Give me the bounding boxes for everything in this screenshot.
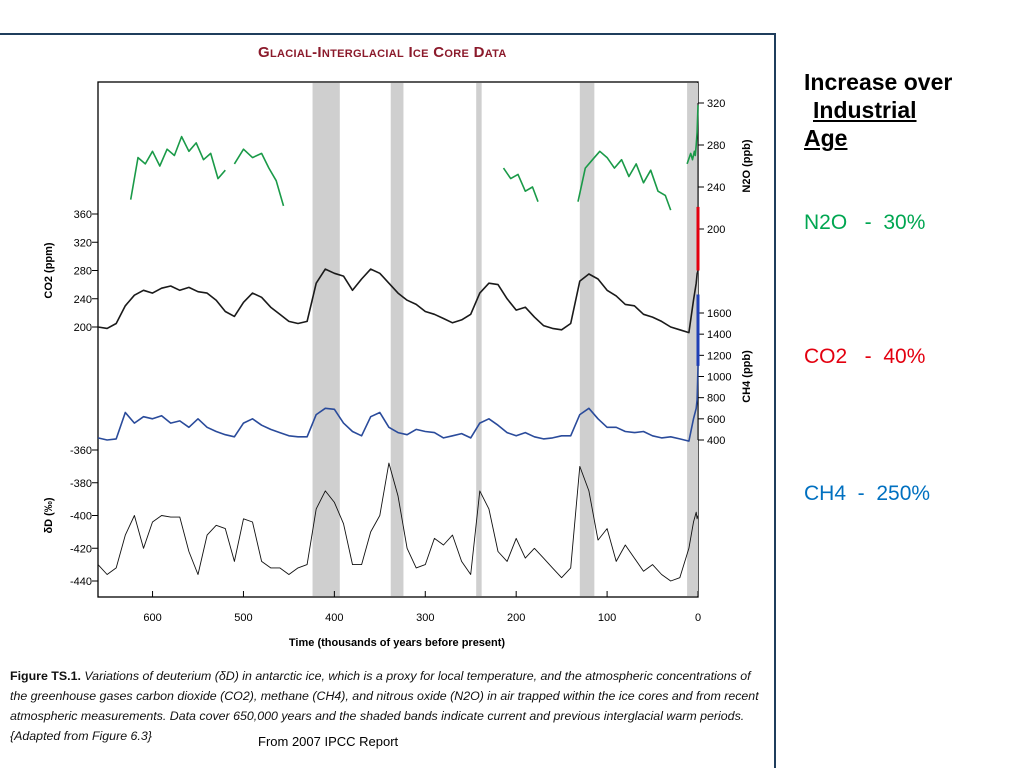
n2o-axis-title: N2O (ppb) — [741, 139, 753, 192]
n2o-series-line-0 — [129, 135, 226, 200]
n2o-series-line-2 — [502, 167, 539, 202]
n2o-tick-label: 200 — [707, 224, 725, 236]
caption-line-4: {Adapted from Figure 6.3} — [10, 729, 152, 743]
source-note: From 2007 IPCC Report — [258, 734, 399, 749]
n2o-series-line-4 — [686, 105, 699, 165]
co2-tick-label: 360 — [74, 209, 92, 221]
x-tick-label: 600 — [143, 612, 161, 624]
co2-tick-label: 320 — [74, 237, 92, 249]
x-tick-label: 100 — [598, 612, 616, 624]
n2o-tick-label: 280 — [707, 140, 725, 152]
interglacial-band-1 — [390, 83, 404, 596]
ch4-tick-label: 1200 — [707, 350, 731, 362]
figure-caption: Figure TS.1. Variations of deuterium (δD… — [10, 666, 774, 746]
ch4-series-line-0 — [97, 365, 699, 442]
ch4-axis-title: CH4 (ppb) — [741, 350, 753, 403]
figure-label: Figure TS.1. — [10, 669, 81, 683]
ch4-tick-label: 600 — [707, 414, 725, 426]
heading-line-1: Increase over — [804, 69, 953, 95]
dd-tick-label: -440 — [70, 576, 92, 588]
dd-axis-title: δD (‰) — [43, 497, 55, 533]
n2o-tick-label: 320 — [707, 98, 725, 110]
co2-tick-label: 280 — [74, 266, 92, 278]
interglacial-band-3 — [579, 83, 595, 596]
slide-frame — [0, 33, 776, 768]
dd-tick-label: -400 — [70, 511, 92, 523]
n2o-tick-label: 240 — [707, 182, 725, 194]
interglacial-band-4 — [687, 83, 698, 596]
x-tick-label: 300 — [416, 612, 434, 624]
ch4-tick-label: 400 — [707, 435, 725, 447]
co2-increase: CO2 - 40% — [804, 345, 926, 368]
ch4-tick-label: 800 — [707, 393, 725, 405]
n2o-increase: N2O - 30% — [804, 211, 926, 234]
caption-line-3: atmospheric measurements. Data cover 650… — [10, 709, 745, 723]
increase-panel: Increase over Industrial Age N2O - 30% C… — [804, 68, 1014, 505]
figure-title: Glacial-Interglacial Ice Core Data — [258, 44, 507, 61]
interglacial-band-2 — [476, 83, 482, 596]
n2o-series-line-1 — [233, 148, 285, 207]
caption-line-2: the greenhouse gases carbon dioxide (CO2… — [10, 689, 759, 703]
x-axis-title: Time (thousands of years before present) — [289, 637, 506, 649]
ch4-tick-label: 1000 — [707, 372, 731, 384]
co2-tick-label: 240 — [74, 294, 92, 306]
caption-line-1: Variations of deuterium (δD) in antarcti… — [84, 669, 751, 683]
ch4-tick-label: 1600 — [707, 308, 731, 320]
n2o-series-line-3 — [577, 150, 672, 211]
increase-heading: Increase over Industrial Age — [804, 68, 1014, 152]
ch4-tick-label: 1400 — [707, 329, 731, 341]
heading-line-3: Age — [804, 125, 848, 151]
dd-tick-label: -380 — [70, 478, 92, 490]
dd-series-line-0 — [97, 462, 699, 582]
x-tick-label: 200 — [507, 612, 525, 624]
co2-axis-title: CO2 (ppm) — [43, 242, 55, 299]
x-tick-label: 400 — [325, 612, 343, 624]
dd-tick-label: -360 — [70, 445, 92, 457]
heading-line-2: Industrial — [813, 97, 917, 123]
co2-tick-label: 200 — [74, 322, 92, 334]
x-tick-label: 0 — [695, 612, 701, 624]
co2-series-line-0 — [97, 268, 699, 334]
interglacial-band-0 — [312, 83, 340, 596]
x-tick-label: 500 — [234, 612, 252, 624]
dd-tick-label: -420 — [70, 543, 92, 555]
ch4-increase: CH4 - 250% — [804, 482, 931, 505]
